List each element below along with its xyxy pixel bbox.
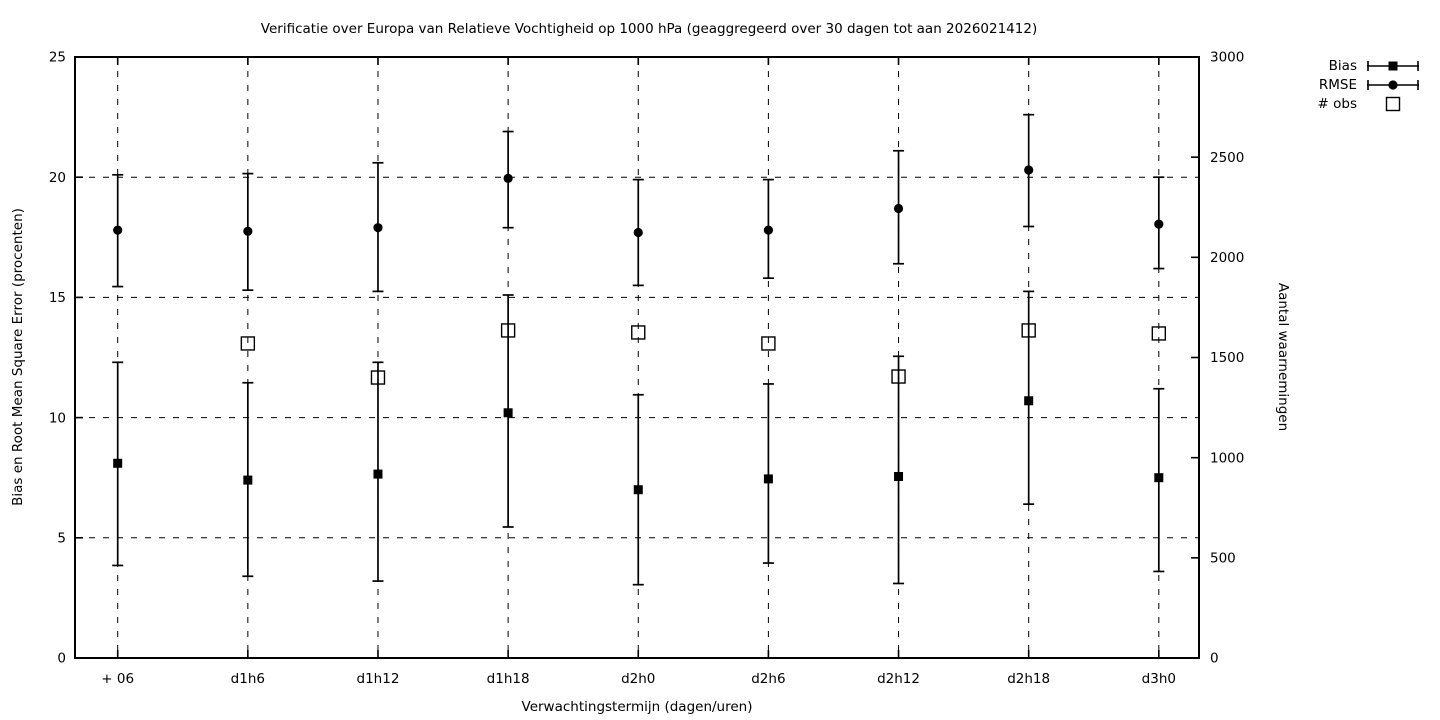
y-tick-label-left: 10	[49, 410, 66, 426]
bias-point-marker	[373, 469, 383, 479]
obs-datapoint	[631, 325, 646, 340]
obs-datapoint	[761, 336, 776, 351]
rmse-point-marker	[113, 225, 123, 235]
obs-datapoint	[1021, 323, 1036, 338]
y-tick-label-right: 0	[1210, 651, 1219, 667]
rmse-point-marker	[893, 203, 904, 214]
obs-point-marker	[891, 369, 906, 384]
y-tick-label-left: 0	[57, 651, 66, 667]
bias-errorbar-square-icon	[1367, 60, 1419, 71]
x-tick-label: d2h6	[751, 671, 785, 687]
obs-point-marker	[761, 336, 776, 351]
bias-point-marker	[763, 474, 773, 484]
rmse-point-marker	[1154, 219, 1164, 229]
bias-datapoint	[372, 361, 384, 582]
y-tick-label-left: 25	[49, 50, 66, 66]
y-tick-label-left: 15	[49, 290, 66, 306]
rmse-errorbar-circle-icon	[1367, 79, 1419, 90]
y-axis-label-left: Bias en Root Mean Square Error (procente…	[10, 208, 26, 506]
obs-point-marker	[1151, 326, 1167, 341]
y-axis-label-right: Aantal waarnemingen	[1275, 282, 1291, 432]
rmse-point-marker	[503, 173, 513, 184]
rmse-point-marker	[633, 227, 643, 238]
x-tick-label: + 06	[101, 671, 134, 687]
bias-datapoint	[632, 393, 644, 586]
x-axis-label: Verwachtingstermijn (dagen/uren)	[521, 699, 753, 715]
bias-point-marker	[243, 475, 253, 485]
y-tick-label-right: 3000	[1210, 50, 1244, 66]
y-tick-label-right: 2500	[1210, 150, 1244, 166]
x-tick-label: d2h18	[1007, 671, 1050, 687]
obs-point-marker	[500, 323, 516, 338]
obs-point-marker	[1021, 323, 1036, 338]
bias-datapoint	[502, 294, 514, 528]
obs-point-marker	[240, 336, 256, 351]
legend: Bias RMSE # obs	[1296, 56, 1422, 113]
x-tick-label: d1h12	[357, 671, 400, 687]
obs-datapoint	[1151, 326, 1167, 341]
obs-point-marker	[370, 370, 386, 385]
rmse-datapoint	[372, 161, 384, 293]
obs-open-square-icon	[1385, 96, 1401, 111]
x-tick-label: d2h12	[877, 671, 920, 687]
obs-datapoint	[240, 336, 256, 351]
obs-datapoint	[370, 370, 386, 385]
x-tick-label: d1h18	[487, 671, 530, 687]
obs-datapoint	[500, 323, 516, 338]
legend-item-rmse: RMSE	[1296, 75, 1422, 94]
y-tick-label-right: 1500	[1210, 350, 1244, 366]
chart-title: Verificatie over Europa van Relatieve Vo…	[260, 21, 1038, 37]
bias-point-marker	[503, 408, 513, 418]
rmse-datapoint	[762, 178, 774, 280]
bias-datapoint	[1153, 387, 1165, 573]
bias-datapoint	[762, 383, 774, 564]
bias-point-marker	[1024, 396, 1034, 406]
y-tick-label-right: 1000	[1210, 450, 1244, 466]
rmse-datapoint	[893, 149, 905, 265]
legend-item-bias: Bias	[1296, 56, 1422, 75]
bias-datapoint	[242, 381, 254, 578]
x-tick-label: d1h6	[231, 671, 265, 687]
bias-point-marker	[633, 485, 643, 495]
y-tick-label-right: 500	[1210, 551, 1236, 567]
rmse-datapoint	[632, 178, 644, 287]
obs-point-marker	[631, 325, 646, 340]
rmse-point-marker	[1024, 165, 1034, 175]
y-tick-label-left: 20	[49, 170, 66, 186]
rmse-point-marker	[243, 226, 253, 236]
x-tick-label: d2h0	[621, 671, 655, 687]
rmse-datapoint	[242, 172, 254, 292]
bias-point-marker	[894, 471, 904, 481]
legend-label-bias: Bias	[1328, 57, 1357, 74]
rmse-point-marker	[763, 225, 774, 235]
rmse-datapoint	[1153, 176, 1165, 270]
rmse-datapoint	[1023, 113, 1035, 228]
legend-label-rmse: RMSE	[1318, 76, 1357, 93]
rmse-datapoint	[112, 173, 124, 288]
plot-border	[74, 56, 1200, 659]
bias-point-marker	[113, 458, 123, 468]
rmse-point-marker	[373, 223, 383, 233]
y-tick-label-left: 5	[57, 531, 66, 547]
bias-datapoint	[893, 355, 905, 585]
bias-datapoint	[1023, 290, 1035, 505]
x-tick-label: d3h0	[1142, 671, 1176, 687]
y-tick-label-right: 2000	[1210, 250, 1244, 266]
legend-label-obs: # obs	[1317, 95, 1357, 112]
obs-datapoint	[891, 369, 906, 384]
rmse-datapoint	[502, 130, 514, 229]
legend-item-obs: # obs	[1296, 94, 1422, 113]
bias-point-marker	[1154, 473, 1164, 483]
bias-datapoint	[112, 361, 124, 567]
